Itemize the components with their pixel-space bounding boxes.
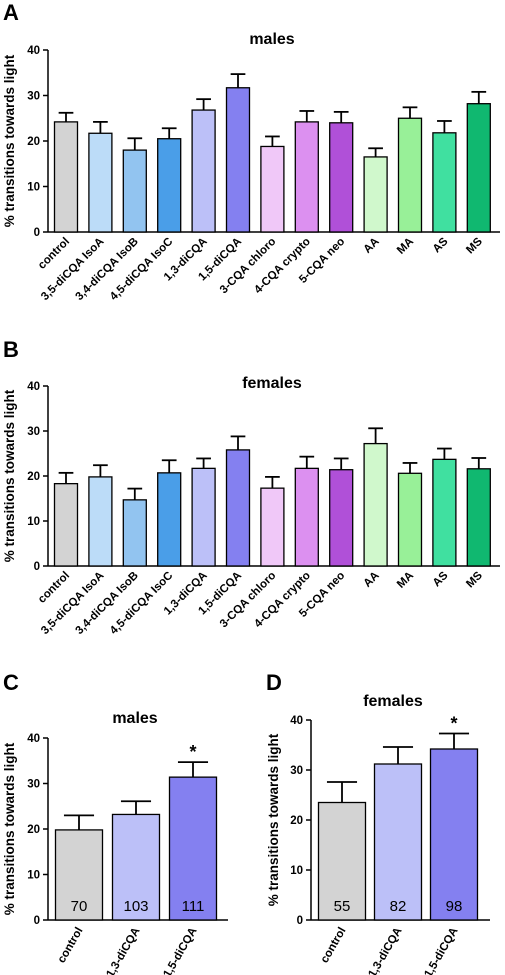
panel-title-d: females bbox=[363, 693, 423, 710]
y-tick-label: 10 bbox=[27, 870, 40, 882]
n-label: 103 bbox=[123, 898, 148, 915]
x-tick-label: 4,5-diCQA IsoC bbox=[108, 236, 175, 303]
y-tick-label: 30 bbox=[27, 426, 40, 438]
bar bbox=[432, 458, 457, 567]
bar bbox=[260, 145, 285, 233]
bar bbox=[157, 138, 182, 233]
panel-letter-a: A bbox=[3, 0, 19, 25]
panel-title-a: males bbox=[249, 31, 294, 48]
bar bbox=[260, 487, 285, 567]
y-tick-label: 20 bbox=[27, 824, 40, 836]
y-tick-label: 40 bbox=[27, 45, 40, 57]
bar bbox=[225, 87, 251, 233]
bar bbox=[168, 776, 218, 921]
bar bbox=[329, 122, 354, 233]
y-axis-label: % transitions towards light bbox=[2, 742, 17, 915]
x-tick-label: control bbox=[319, 926, 349, 966]
x-tick-label: MA bbox=[395, 236, 416, 257]
x-tick-label: 3,5-diCQA IsoA bbox=[39, 570, 106, 637]
panel-a: A males 0 10 20 30 40 % transitions towards l… bbox=[2, 0, 500, 303]
panel-letter-c: C bbox=[3, 670, 19, 695]
x-tick-label: 1,3-diCQA bbox=[104, 926, 142, 975]
y-tick-label: 10 bbox=[290, 865, 303, 877]
bar bbox=[191, 109, 216, 233]
panel-b: B females 0 10 20 30 40 % transitions towards… bbox=[2, 337, 500, 637]
y-tick-label: 40 bbox=[27, 733, 40, 745]
panel-letter-d: D bbox=[266, 670, 282, 695]
bar bbox=[54, 829, 104, 921]
x-tick-label: AS bbox=[431, 235, 451, 255]
bar bbox=[111, 813, 161, 921]
panel-title-b: females bbox=[242, 375, 302, 392]
y-tick-label: 0 bbox=[297, 915, 303, 927]
y-tick-label: 0 bbox=[34, 915, 40, 927]
bar bbox=[294, 467, 319, 567]
x-tick-label: AS bbox=[431, 569, 451, 589]
x-tick-label: 1,3-diCQA bbox=[366, 926, 404, 975]
bar bbox=[88, 476, 113, 567]
y-tick-label: 20 bbox=[27, 471, 40, 483]
bar bbox=[397, 117, 423, 233]
bar bbox=[122, 149, 147, 233]
bar bbox=[397, 472, 423, 567]
panel-title-c: males bbox=[112, 710, 157, 727]
bar bbox=[429, 748, 479, 921]
bar bbox=[191, 467, 216, 567]
y-tick-label: 40 bbox=[290, 715, 303, 727]
x-tick-label: 3,5-diCQA IsoA bbox=[39, 236, 106, 303]
bar bbox=[53, 121, 79, 233]
bar bbox=[317, 801, 367, 921]
y-axis-label: % transitions towards light bbox=[2, 389, 17, 562]
x-tick-label: 3,4-diCQA IsoB bbox=[74, 570, 141, 637]
y-tick-label: 10 bbox=[27, 182, 40, 194]
significance-star: * bbox=[450, 714, 457, 734]
y-axis-label: % transitions towards light bbox=[2, 54, 17, 227]
y-tick-label: 0 bbox=[34, 227, 40, 239]
n-label: 82 bbox=[390, 898, 407, 915]
x-tick-label: MS bbox=[464, 235, 485, 256]
y-tick-label: 30 bbox=[290, 765, 303, 777]
y-tick-label: 30 bbox=[27, 779, 40, 791]
bar bbox=[363, 442, 388, 567]
significance-star: * bbox=[189, 742, 196, 762]
x-tick-label: control bbox=[56, 926, 86, 966]
y-axis-label: % transitions towards light bbox=[266, 733, 281, 906]
x-tick-label: MA bbox=[395, 570, 416, 591]
x-tick-label: 1,5-diCQA bbox=[161, 926, 199, 975]
bar bbox=[122, 499, 147, 567]
x-tick-label: MS bbox=[464, 569, 485, 590]
x-tick-label: 3,4-diCQA IsoB bbox=[74, 236, 141, 303]
bar bbox=[373, 763, 423, 921]
bar bbox=[294, 121, 319, 233]
n-label: 111 bbox=[182, 898, 205, 915]
x-tick-label: 1,5-diCQA bbox=[422, 926, 460, 975]
x-tick-label: AA bbox=[361, 236, 381, 256]
bar bbox=[88, 132, 113, 233]
n-label: 55 bbox=[334, 898, 351, 915]
y-tick-label: 20 bbox=[27, 136, 40, 148]
bar bbox=[363, 156, 388, 233]
panel-c: C males 0 10 20 30 40 % transitions towards l… bbox=[2, 670, 228, 975]
n-label: 98 bbox=[446, 898, 463, 915]
bar bbox=[329, 469, 354, 567]
bar bbox=[53, 482, 79, 567]
bar bbox=[466, 103, 491, 233]
y-tick-label: 10 bbox=[27, 516, 40, 528]
y-tick-label: 30 bbox=[27, 91, 40, 103]
panel-d: D females 0 10 20 30 40 % transitions towards… bbox=[266, 670, 490, 975]
bar bbox=[432, 132, 457, 233]
bar bbox=[157, 472, 182, 567]
x-tick-label: 4,5-diCQA IsoC bbox=[108, 570, 175, 637]
y-tick-label: 0 bbox=[34, 561, 40, 573]
y-tick-label: 40 bbox=[27, 381, 40, 393]
y-tick-label: 20 bbox=[290, 815, 303, 827]
bar bbox=[466, 468, 491, 567]
panel-letter-b: B bbox=[3, 337, 19, 362]
x-tick-label: AA bbox=[361, 570, 381, 590]
n-label: 70 bbox=[71, 898, 88, 915]
bar bbox=[225, 449, 251, 567]
